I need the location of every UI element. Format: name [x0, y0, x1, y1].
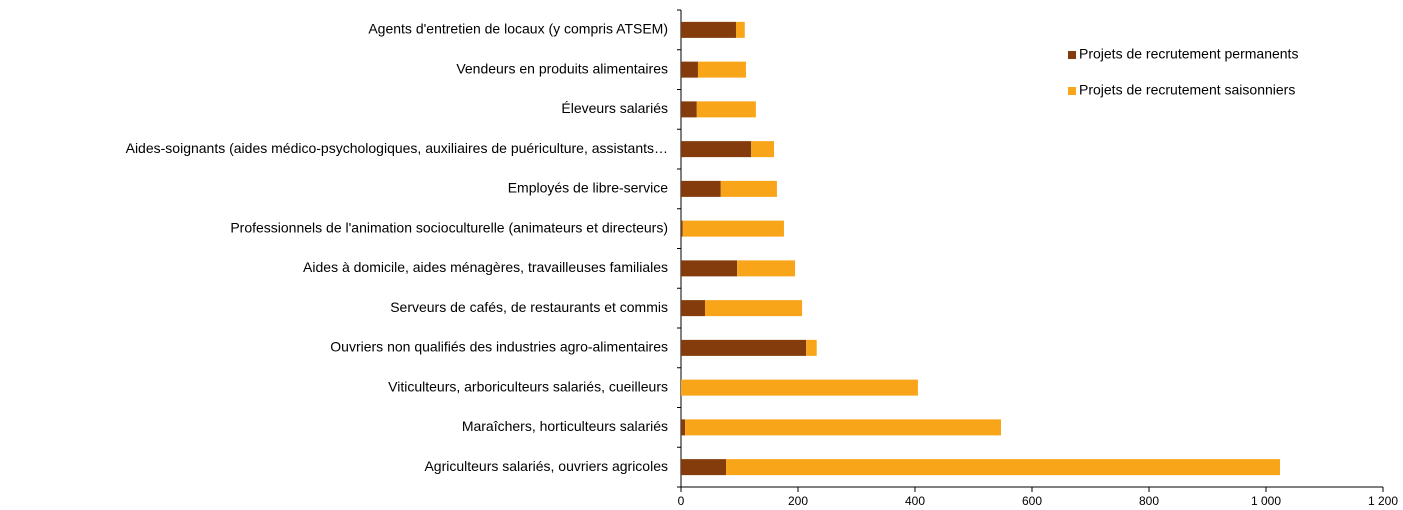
bar-segment: [681, 419, 686, 436]
bar-segment: [751, 141, 775, 158]
x-tick-label: 400: [905, 494, 925, 508]
bar-segment: [681, 379, 918, 396]
bar-segment: [685, 419, 1001, 436]
legend-swatch: [1068, 87, 1076, 95]
bar-segment: [726, 459, 1281, 476]
bar-segment: [681, 260, 738, 277]
category-label: Agents d'entretien de locaux (y compris …: [368, 21, 668, 37]
category-label: Éleveurs salariés: [561, 100, 668, 116]
category-label: Aides-soignants (aides médico-psychologi…: [126, 140, 668, 156]
bar-segment: [681, 300, 705, 317]
bar-segment: [737, 260, 796, 277]
x-tick-label: 0: [678, 494, 685, 508]
bar-segment: [681, 220, 683, 237]
legend-swatch: [1068, 51, 1076, 59]
x-tick-label: 1 200: [1368, 494, 1398, 508]
bar-segment: [720, 180, 777, 197]
category-label: Employés de libre-service: [508, 180, 668, 196]
bar-segment: [735, 21, 745, 38]
category-label: Maraîchers, horticulteurs salariés: [462, 418, 668, 434]
bar-segment: [681, 180, 721, 197]
category-label: Viticulteurs, arboriculteurs salariés, c…: [388, 378, 668, 394]
bar-segment: [806, 339, 817, 356]
bar-segment: [681, 61, 698, 78]
category-label: Agriculteurs salariés, ouvriers agricole…: [424, 458, 668, 474]
bar-segment: [681, 21, 736, 38]
bar-segment: [681, 141, 752, 158]
x-tick-label: 800: [1139, 494, 1159, 508]
bar-segment: [704, 300, 803, 317]
bar-segment: [696, 101, 756, 118]
legend-label: Projets de recrutement saisonniers: [1079, 82, 1295, 98]
category-label: Ouvriers non qualifiés des industries ag…: [330, 339, 668, 355]
category-label: Serveurs de cafés, de restaurants et com…: [390, 299, 668, 315]
category-label: Aides à domicile, aides ménagères, trava…: [303, 259, 668, 275]
x-tick-label: 200: [788, 494, 808, 508]
category-label: Professionnels de l'animation sociocultu…: [230, 219, 668, 235]
legend-label: Projets de recrutement permanents: [1079, 46, 1298, 62]
bar-segment: [682, 220, 784, 237]
x-tick-label: 600: [1022, 494, 1042, 508]
bar-segment: [697, 61, 746, 78]
bar-segment: [681, 101, 697, 118]
bar-segment: [681, 339, 807, 356]
x-tick-label: 1 000: [1251, 494, 1281, 508]
bar-segment: [681, 459, 727, 476]
category-label: Vendeurs en produits alimentaires: [456, 60, 668, 76]
